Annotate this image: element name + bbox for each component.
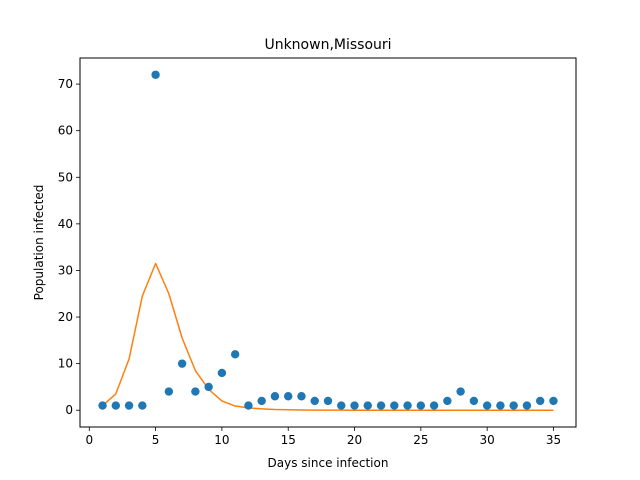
- y-tick-label: 20: [58, 310, 73, 324]
- y-axis-label: Population infected: [32, 185, 46, 301]
- x-tick-label: 5: [152, 433, 160, 447]
- y-tick-label: 0: [65, 403, 73, 417]
- x-tick-label: 0: [85, 433, 93, 447]
- data-point: [350, 401, 359, 410]
- data-point: [376, 401, 386, 410]
- data-point: [310, 396, 319, 406]
- x-tick-label: 25: [413, 433, 428, 447]
- data-point: [270, 392, 280, 401]
- data-point: [244, 401, 253, 410]
- data-point: [403, 401, 412, 410]
- chart-title: Unknown,Missouri: [264, 37, 391, 53]
- data-point: [177, 359, 187, 368]
- data-point: [390, 401, 399, 410]
- data-point: [230, 350, 240, 359]
- data-point: [323, 396, 333, 406]
- x-tick-label: 10: [214, 433, 229, 447]
- x-tick-label: 15: [281, 433, 296, 447]
- data-point: [204, 382, 213, 392]
- y-tick-label: 10: [58, 357, 73, 371]
- data-point: [549, 396, 558, 406]
- axes-frame: [79, 57, 577, 428]
- y-axis: 0 10 20 30 40 50 60 70: [58, 77, 80, 417]
- data-point: [522, 401, 532, 410]
- data-point: [164, 387, 174, 396]
- x-axis: 0 5 10 15 20 25 30 35: [85, 427, 561, 447]
- data-point: [138, 401, 147, 410]
- data-point: [297, 392, 306, 401]
- data-point: [469, 396, 479, 406]
- data-point: [257, 396, 266, 406]
- data-point: [98, 401, 107, 410]
- data-point: [191, 387, 200, 396]
- plot-area: [98, 70, 558, 411]
- data-point: [111, 401, 121, 410]
- data-point: [217, 368, 227, 378]
- data-point: [124, 401, 134, 410]
- data-point: [363, 401, 372, 410]
- data-point: [443, 396, 452, 406]
- x-tick-label: 35: [546, 433, 561, 447]
- y-tick-label: 30: [58, 263, 73, 277]
- data-point: [337, 401, 346, 410]
- data-point: [482, 401, 492, 410]
- y-tick-label: 40: [58, 217, 73, 231]
- x-axis-label: Days since infection: [268, 456, 389, 470]
- data-point: [151, 70, 160, 79]
- data-point: [456, 387, 465, 396]
- data-point: [284, 392, 293, 401]
- y-tick-label: 70: [58, 77, 73, 91]
- y-tick-label: 50: [58, 170, 73, 184]
- data-point: [416, 401, 426, 410]
- data-point: [429, 401, 439, 410]
- fitted-curve-line: [102, 262, 554, 411]
- data-point: [535, 396, 545, 406]
- y-tick-label: 60: [58, 124, 73, 138]
- data-point: [509, 401, 518, 410]
- x-tick-label: 20: [347, 433, 362, 447]
- data-point: [496, 401, 505, 410]
- x-tick-label: 30: [480, 433, 495, 447]
